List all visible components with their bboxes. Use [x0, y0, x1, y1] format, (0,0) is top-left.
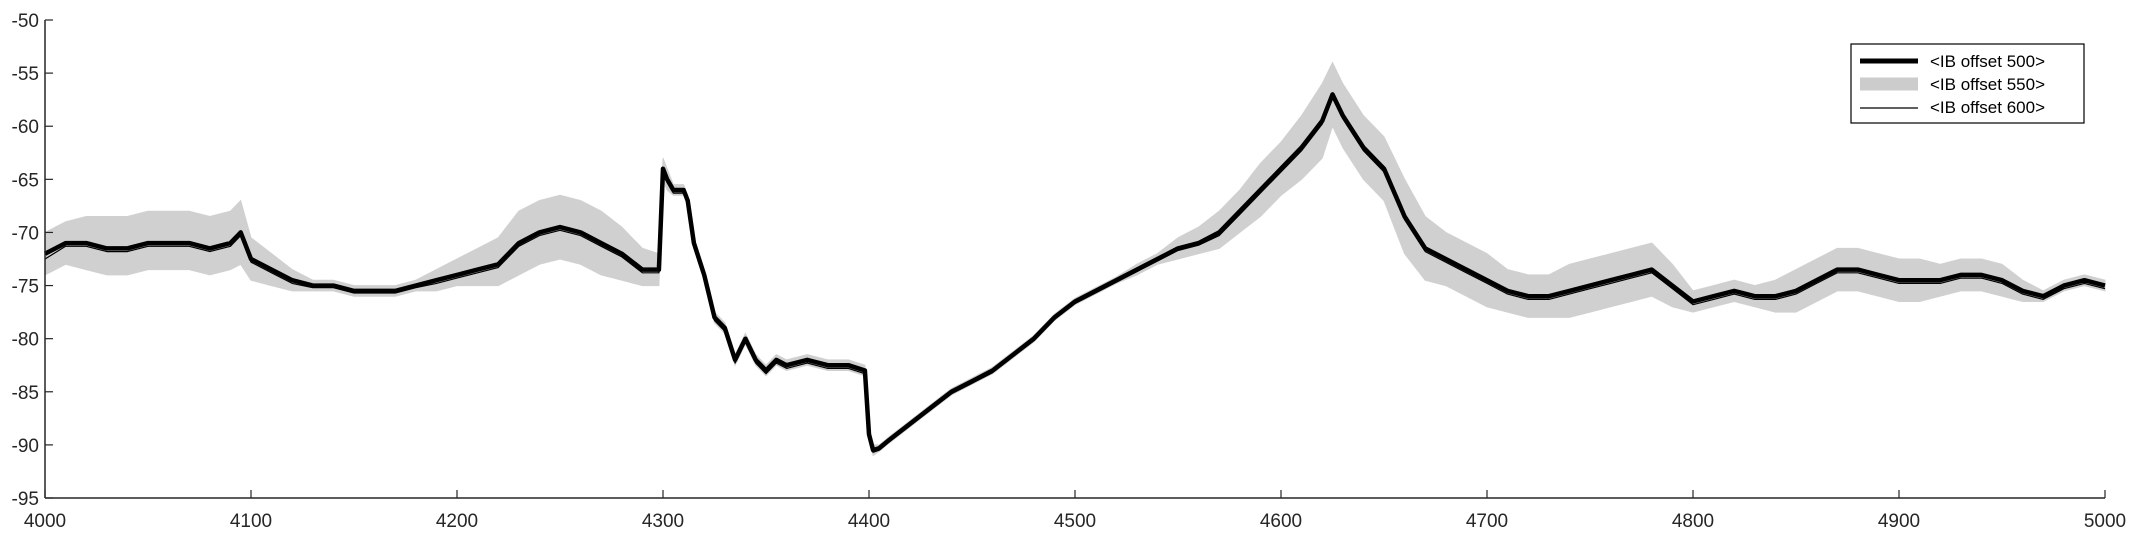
x-tick-label-4700: 4700 [1466, 511, 1508, 532]
y-ticks: -50 -55 -60 -65 -70 -75 -80 -85 -90 -95 [12, 11, 53, 510]
x-tick-label-4800: 4800 [1672, 511, 1714, 532]
y-tick-label--80: -80 [12, 330, 39, 351]
axes [44, 20, 2105, 499]
legend: <IB offset 500> <IB offset 550> <IB offs… [1850, 43, 2085, 124]
x-tick-label-4600: 4600 [1260, 511, 1302, 532]
x-tick-label-4900: 4900 [1878, 511, 1920, 532]
y-tick-label--85: -85 [12, 383, 39, 404]
series-line-layer [43, 92, 2106, 453]
x-tick-label-4300: 4300 [642, 511, 684, 532]
series-line-ib-offset-500 [43, 92, 2106, 453]
legend-entry-2: <IB offset 550> [1860, 75, 2045, 94]
legend-label-1: <IB offset 500> [1930, 52, 2045, 71]
y-tick-label--55: -55 [12, 64, 39, 85]
x-tick-label-5000: 5000 [2084, 511, 2126, 532]
y-tick-label--65: -65 [12, 170, 39, 191]
y-tick-label--60: -60 [12, 117, 39, 138]
legend-entry-1: <IB offset 500> [1860, 52, 2045, 71]
legend-label-2: <IB offset 550> [1930, 75, 2045, 94]
x-tick-label-4200: 4200 [436, 511, 478, 532]
y-tick-label--75: -75 [12, 277, 39, 298]
series-band-layer [44, 61, 2106, 457]
legend-entry-3: <IB offset 600> [1860, 98, 2045, 117]
x-tick-label-4100: 4100 [230, 511, 272, 532]
y-tick-label--50: -50 [12, 11, 39, 32]
x-ticks: 4000 4100 4200 4300 4400 4500 4600 4700 4800 4900… [24, 490, 2126, 532]
series-band-ib-offset-550 [44, 61, 2106, 457]
x-tick-label-4000: 4000 [24, 511, 66, 532]
x-tick-label-4500: 4500 [1054, 511, 1096, 532]
y-tick-label--70: -70 [12, 223, 39, 244]
legend-label-3: <IB offset 600> [1930, 98, 2045, 117]
x-tick-label-4400: 4400 [848, 511, 890, 532]
y-tick-label--90: -90 [12, 436, 39, 457]
y-tick-label--95: -95 [12, 489, 39, 510]
